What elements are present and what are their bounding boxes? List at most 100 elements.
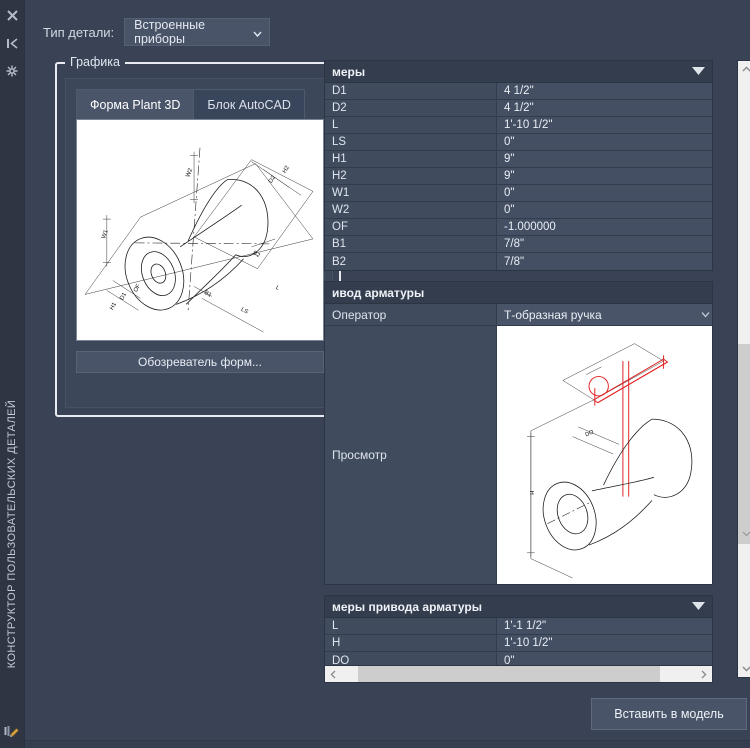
svg-text:D2: D2: [268, 175, 277, 185]
row-key: D1: [325, 83, 497, 99]
operator-label: Оператор: [325, 304, 497, 325]
row-key: B2: [325, 253, 497, 270]
horizontal-scrollbar[interactable]: [324, 665, 713, 683]
properties-column: меры D1 4 1/2" D2 4 1/2" L: [324, 60, 713, 680]
table-row[interactable]: W1 0": [325, 185, 712, 202]
actuator-measures-table-body: L 1'-1 1/2" H 1'-10 1/2" DO 0": [325, 618, 712, 669]
row-key: W2: [325, 202, 497, 218]
actuator-section-header-label: ивод арматуры: [332, 285, 425, 300]
preview-row: Просмотр: [325, 326, 712, 584]
actuator-measures-table: меры привода арматуры L 1'-1 1/2" H 1'-1…: [324, 595, 713, 670]
scroll-right-icon[interactable]: [696, 666, 712, 682]
horizontal-scrollbar-thumb[interactable]: [358, 666, 660, 682]
row-value[interactable]: 0": [497, 202, 712, 218]
preview-label: Просмотр: [325, 326, 497, 584]
row-value[interactable]: 7/8": [497, 236, 712, 252]
operator-select[interactable]: Т-образная ручка: [497, 304, 712, 325]
row-value[interactable]: 1'-10 1/2": [497, 117, 712, 133]
insert-into-model-button[interactable]: Вставить в модель: [591, 698, 747, 730]
graphics-group-title: Графика: [65, 55, 125, 69]
actuator-section: ивод арматуры Оператор Т-образная ручка …: [324, 281, 713, 585]
vertical-scrollbar-thumb[interactable]: [738, 344, 750, 544]
part-type-select[interactable]: Встроенные приборы: [124, 18, 271, 46]
row-key: H: [325, 635, 497, 651]
measures-table-header[interactable]: меры: [325, 61, 712, 83]
svg-text:DO: DO: [584, 429, 595, 438]
row-value[interactable]: 0": [497, 134, 712, 150]
panel-bottom-strip: [25, 740, 750, 748]
pencil-icon[interactable]: [0, 720, 24, 742]
scroll-up-icon[interactable]: [738, 61, 750, 77]
row-value[interactable]: 0": [497, 652, 712, 669]
operator-value: Т-образная ручка: [504, 307, 602, 322]
graphics-group: Графика Форма Plant 3D Блок AutoCAD: [55, 55, 341, 417]
scroll-down-icon[interactable]: [738, 661, 750, 677]
svg-text:B2: B2: [252, 250, 261, 259]
table-row[interactable]: D1 4 1/2": [325, 83, 712, 100]
caret-down-icon[interactable]: [691, 600, 706, 614]
row-value[interactable]: 9": [497, 168, 712, 184]
operator-row: Оператор Т-образная ручка: [325, 304, 712, 326]
part-type-label: Тип детали:: [43, 24, 115, 40]
table-row[interactable]: H 1'-10 1/2": [325, 635, 712, 652]
actuator-measures-table-header[interactable]: меры привода арматуры: [325, 596, 712, 618]
row-key: DO: [325, 652, 497, 669]
chevron-down-icon[interactable]: [701, 308, 710, 322]
row-key: B1: [325, 236, 497, 252]
actuator-measures-table-header-label: меры привода арматуры: [332, 599, 482, 614]
row-value[interactable]: 4 1/2": [497, 83, 712, 99]
dock-icon[interactable]: [0, 32, 24, 54]
row-key: D2: [325, 100, 497, 116]
graphics-tabs: Форма Plant 3D Блок AutoCAD: [76, 89, 305, 119]
table-row[interactable]: DO 0": [325, 652, 712, 669]
scroll-left-icon[interactable]: [325, 666, 341, 682]
table-row[interactable]: L 1'-1 1/2": [325, 618, 712, 635]
table-row[interactable]: B2 7/8": [325, 253, 712, 270]
svg-text:H1: H1: [109, 301, 118, 311]
form-browser-button-label: Обозреватель форм...: [138, 355, 262, 369]
vertical-scrollbar[interactable]: [737, 60, 750, 678]
svg-text:W1: W1: [101, 229, 110, 240]
row-value[interactable]: 1'-10 1/2": [497, 635, 712, 651]
panel-vertical-title-text: КОНСТРУКТОР ПОЛЬЗОВАТЕЛЬСКИХ ДЕТАЛЕЙ: [6, 399, 19, 669]
table-row[interactable]: L 1'-10 1/2": [325, 117, 712, 134]
svg-text:LS: LS: [240, 307, 249, 316]
svg-text:L: L: [274, 285, 280, 292]
row-value[interactable]: 0": [497, 185, 712, 201]
row-value[interactable]: 7/8": [497, 253, 712, 270]
table-row[interactable]: OF -1.000000: [325, 219, 712, 236]
table-row[interactable]: W2 0": [325, 202, 712, 219]
row-value[interactable]: 9": [497, 151, 712, 167]
shape-preview-canvas[interactable]: W2 H2 D2 B2 W1 OF D1 H1 B1 LS L: [76, 119, 324, 341]
row-key: LS: [325, 134, 497, 150]
table-row[interactable]: H1 9": [325, 151, 712, 168]
settings-icon[interactable]: [0, 60, 24, 82]
form-browser-button[interactable]: Обозреватель форм...: [76, 351, 324, 373]
insert-into-model-button-label: Вставить в модель: [614, 707, 724, 721]
table-row[interactable]: B1 7/8": [325, 236, 712, 253]
table-row[interactable]: LS 0": [325, 134, 712, 151]
table-row[interactable]: D2 4 1/2": [325, 100, 712, 117]
scroll-thumb-grip-icon: [738, 524, 750, 542]
actuator-section-header[interactable]: ивод арматуры: [325, 282, 712, 304]
actuator-preview-canvas[interactable]: H DO: [497, 326, 712, 584]
dim-label: W2: [185, 168, 194, 179]
tab-plant3d-form[interactable]: Форма Plant 3D: [76, 89, 195, 119]
table-row[interactable]: H2 9": [325, 168, 712, 185]
chevron-down-icon: [253, 28, 262, 38]
close-icon[interactable]: [0, 4, 24, 26]
row-value[interactable]: -1.000000: [497, 219, 712, 235]
graphics-group-inner: Форма Plant 3D Блок AutoCAD: [65, 78, 333, 408]
svg-text:H: H: [530, 491, 536, 495]
row-value[interactable]: 1'-1 1/2": [497, 618, 712, 634]
row-key: L: [325, 117, 497, 133]
row-key: L: [325, 618, 497, 634]
svg-text:B1: B1: [203, 290, 213, 299]
svg-text:H2: H2: [282, 165, 291, 175]
row-value[interactable]: 4 1/2": [497, 100, 712, 116]
caret-down-icon[interactable]: [691, 65, 706, 79]
tab-autocad-block[interactable]: Блок AutoCAD: [194, 89, 305, 119]
panel-vertical-title: КОНСТРУКТОР ПОЛЬЗОВАТЕЛЬСКИХ ДЕТАЛЕЙ: [0, 354, 24, 714]
row-key: H2: [325, 168, 497, 184]
row-key: OF: [325, 219, 497, 235]
